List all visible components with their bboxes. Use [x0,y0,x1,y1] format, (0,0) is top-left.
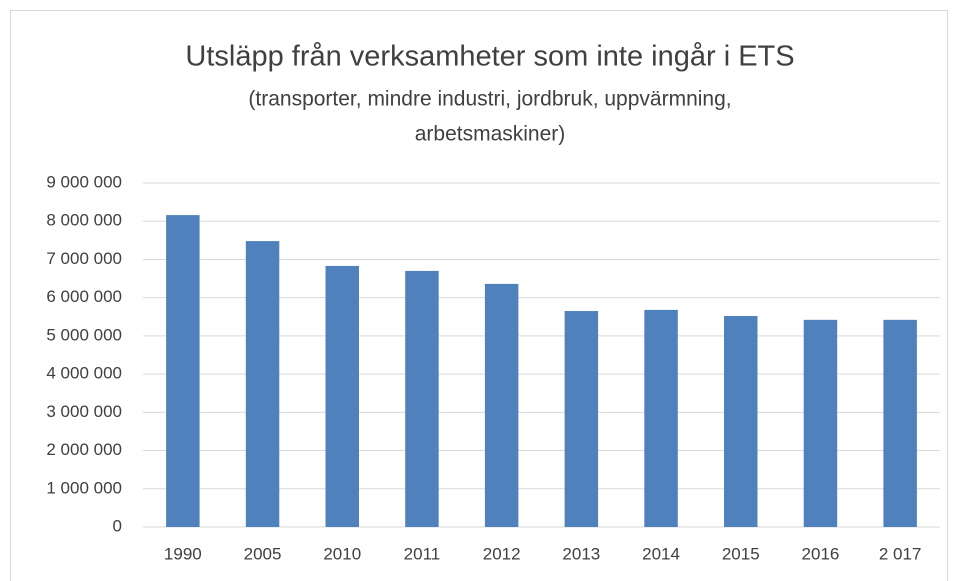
y-tick-label: 7 000 000 [46,249,122,268]
y-tick-label: 1 000 000 [46,478,122,497]
y-tick-label: 2 000 000 [46,440,122,459]
x-tick-label: 2 017 [879,544,922,563]
bar [724,316,758,527]
bar [883,319,917,527]
y-tick-label: 6 000 000 [46,287,122,306]
x-tick-label: 2015 [722,544,760,563]
x-tick-label: 2016 [802,544,840,563]
bar [166,215,200,527]
bar [564,311,599,527]
x-tick-label: 2012 [483,544,521,563]
x-tick-label: 2005 [244,544,282,563]
bar [484,283,519,527]
x-tick-label: 2013 [562,544,600,563]
x-tick-label: 2010 [323,544,361,563]
bar [644,309,678,527]
x-tick-label: 2014 [642,544,680,563]
y-tick-label: 3 000 000 [46,402,122,421]
y-tick-label: 4 000 000 [46,364,122,383]
x-tick-label: 2011 [404,544,441,563]
chart-title: Utsläpp från verksamheter som inte ingår… [185,41,794,73]
chart-subtitle: (transporter, mindre industri, jordbruk,… [248,88,731,111]
chart-subtitle: arbetsmaskiner) [415,123,566,146]
bar [803,319,838,527]
x-tick-label: 1990 [164,544,202,563]
y-tick-label: 8 000 000 [46,211,122,230]
bar [325,265,359,527]
y-tick-label: 9 000 000 [46,172,122,191]
y-tick-label: 0 [113,516,122,535]
bar [245,241,280,527]
bar [405,270,439,527]
y-tick-label: 5 000 000 [46,325,122,344]
